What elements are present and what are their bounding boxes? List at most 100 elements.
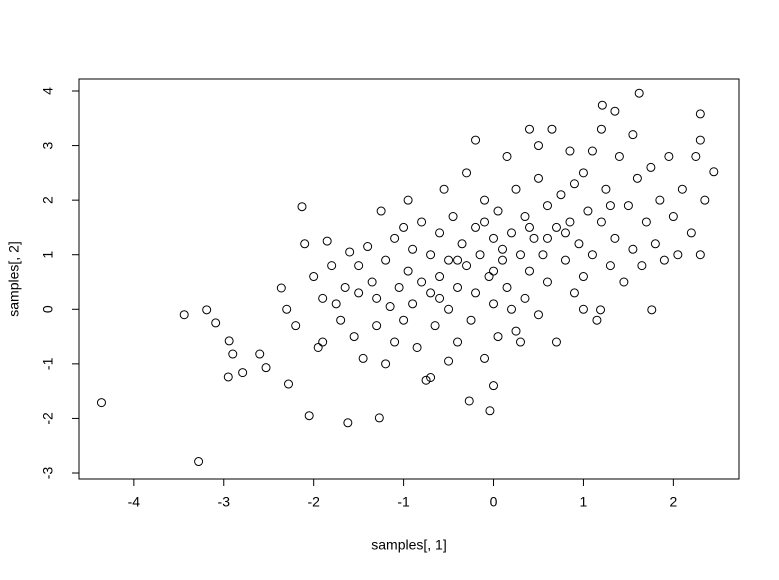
point xyxy=(367,277,377,287)
y-tick-label: 0 xyxy=(40,305,56,313)
point xyxy=(583,206,593,216)
x-tick-label: 2 xyxy=(669,494,677,510)
point xyxy=(610,106,620,116)
point xyxy=(623,201,633,211)
point xyxy=(668,212,678,222)
point xyxy=(291,321,301,331)
point xyxy=(403,195,413,205)
point xyxy=(261,363,271,373)
point xyxy=(547,124,557,134)
x-tick-label: -2 xyxy=(307,494,320,510)
point xyxy=(448,212,458,222)
point xyxy=(255,349,265,359)
point xyxy=(695,250,705,260)
point xyxy=(695,135,705,145)
point xyxy=(489,299,499,309)
point xyxy=(381,359,391,369)
point xyxy=(399,222,409,232)
point xyxy=(673,250,683,260)
point xyxy=(435,272,445,282)
point xyxy=(587,250,597,260)
point xyxy=(471,222,481,232)
point xyxy=(363,242,373,252)
point xyxy=(426,250,436,260)
point xyxy=(349,332,359,342)
point xyxy=(96,398,106,408)
point xyxy=(628,130,638,140)
point xyxy=(489,266,499,276)
point xyxy=(480,353,490,363)
point xyxy=(565,146,575,156)
point xyxy=(228,349,238,359)
point xyxy=(664,151,674,161)
point xyxy=(304,411,314,421)
point xyxy=(533,310,543,320)
point xyxy=(520,293,530,303)
x-axis-label: samples[, 1] xyxy=(371,537,446,553)
point xyxy=(444,255,454,265)
point xyxy=(601,184,611,194)
point xyxy=(489,233,499,243)
x-tick-label: 0 xyxy=(490,494,498,510)
point xyxy=(686,228,696,238)
point xyxy=(284,379,294,389)
point xyxy=(300,239,310,249)
point xyxy=(358,353,368,363)
point xyxy=(453,282,463,292)
point xyxy=(475,250,485,260)
point xyxy=(646,162,656,172)
point xyxy=(596,305,606,315)
point xyxy=(462,168,472,178)
point xyxy=(695,109,705,119)
x-tick-label: -3 xyxy=(218,494,231,510)
point xyxy=(466,315,476,325)
point xyxy=(551,337,561,347)
point xyxy=(515,337,525,347)
point xyxy=(709,167,719,177)
point xyxy=(515,250,525,260)
point xyxy=(533,141,543,151)
point xyxy=(318,337,328,347)
point xyxy=(394,282,404,292)
point xyxy=(493,206,503,216)
point xyxy=(444,304,454,314)
point xyxy=(224,336,234,346)
point xyxy=(597,100,607,110)
point xyxy=(276,283,286,293)
y-tick-label: 4 xyxy=(40,87,56,95)
x-tick-label: -1 xyxy=(397,494,410,510)
point xyxy=(381,255,391,265)
point xyxy=(412,342,422,352)
point xyxy=(507,304,517,314)
point xyxy=(313,342,323,352)
point xyxy=(480,195,490,205)
point xyxy=(659,255,669,265)
point xyxy=(354,261,364,271)
x-tick-label: 1 xyxy=(580,494,588,510)
point xyxy=(569,288,579,298)
point xyxy=(529,233,539,243)
point xyxy=(453,255,463,265)
point xyxy=(538,250,548,260)
point xyxy=(426,372,436,382)
point xyxy=(551,222,561,232)
point xyxy=(634,88,644,98)
point xyxy=(417,217,427,227)
point xyxy=(408,244,418,254)
point xyxy=(605,261,615,271)
point xyxy=(578,272,588,282)
point xyxy=(399,315,409,325)
point xyxy=(322,236,332,246)
point xyxy=(637,261,647,271)
point xyxy=(610,233,620,243)
point xyxy=(435,293,445,303)
plot-box xyxy=(78,78,740,480)
point xyxy=(533,173,543,183)
point xyxy=(484,272,494,282)
point xyxy=(511,184,521,194)
point xyxy=(211,318,221,328)
point xyxy=(619,277,629,287)
point xyxy=(435,228,445,238)
point xyxy=(340,282,350,292)
